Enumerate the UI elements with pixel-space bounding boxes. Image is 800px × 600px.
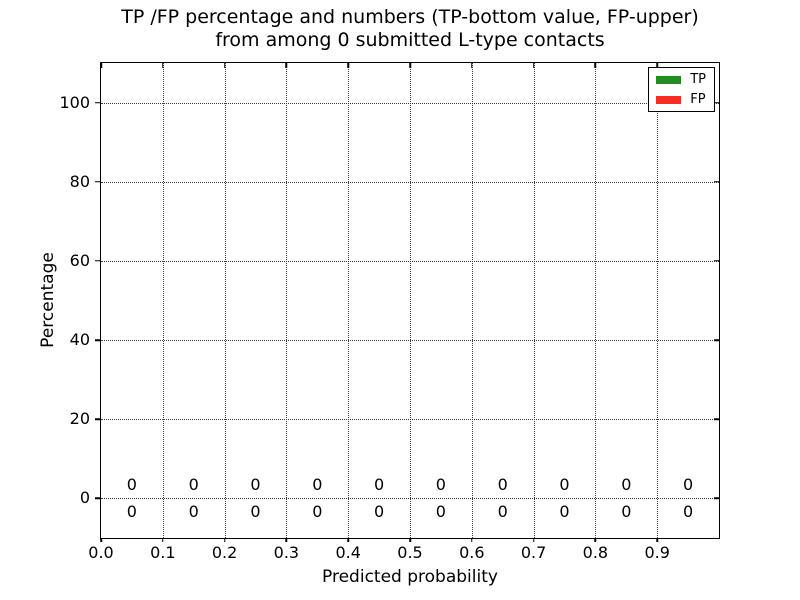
- legend-entry-tp: TP: [656, 73, 706, 86]
- y-tick-mark: [714, 260, 719, 262]
- data-label-tp: 0: [435, 502, 446, 522]
- x-tick-label: 0.7: [520, 543, 547, 562]
- legend-label-fp: FP: [690, 92, 706, 107]
- y-tick-label: 60: [69, 250, 90, 270]
- x-tick-mark: [471, 63, 473, 68]
- x-axis-label: Predicted probability: [322, 567, 498, 587]
- x-tick-mark: [347, 63, 349, 68]
- y-tick-label: 100: [59, 92, 90, 112]
- x-tick-label: 0.0: [88, 543, 114, 562]
- data-label-tp: 0: [374, 502, 385, 522]
- x-tick-mark: [532, 538, 535, 542]
- chart-title: TP /FP percentage and numbers (TP-bottom…: [100, 6, 720, 52]
- data-label-fp: 0: [250, 474, 261, 494]
- data-label-tp: 0: [126, 502, 137, 522]
- y-tick-label: 80: [69, 171, 90, 191]
- gridline-vertical: [595, 63, 597, 538]
- gridline-vertical: [657, 63, 659, 538]
- x-tick-mark: [471, 538, 473, 542]
- legend: TP FP: [648, 67, 715, 112]
- y-tick-mark: [714, 339, 719, 341]
- gridline-vertical: [162, 63, 164, 538]
- data-label-fp: 0: [497, 474, 508, 494]
- x-tick-label: 0.9: [644, 543, 670, 562]
- data-label-fp: 0: [188, 474, 199, 494]
- x-tick-mark: [532, 63, 535, 68]
- gridline-vertical: [533, 63, 535, 538]
- x-tick-mark: [594, 63, 597, 68]
- y-tick-label: 0: [79, 488, 90, 508]
- y-tick-mark: [94, 339, 100, 341]
- x-tick-label: 0.2: [211, 543, 238, 562]
- x-tick-mark: [162, 63, 164, 68]
- data-label-tp: 0: [188, 502, 199, 522]
- data-label-tp: 0: [312, 502, 323, 522]
- gridline-vertical: [471, 63, 473, 538]
- y-tick-mark: [714, 497, 719, 500]
- y-tick-mark: [94, 181, 100, 183]
- x-tick-mark: [285, 63, 288, 68]
- y-tick-mark: [714, 418, 719, 420]
- data-label-fp: 0: [621, 474, 632, 494]
- x-tick-label: 0.3: [273, 543, 300, 562]
- y-tick-label: 20: [69, 409, 90, 429]
- data-label-fp: 0: [435, 474, 446, 494]
- x-tick-label: 0.5: [397, 543, 423, 562]
- x-tick-label: 0.6: [459, 543, 485, 562]
- plot-area: 0 20 40 60 80 100 0.0 0.1 0.2 0.3 0.4 0.5 0.6 0.7 0.8 0…: [59, 62, 720, 561]
- x-tick-mark: [409, 63, 411, 68]
- x-tick-mark: [285, 538, 288, 542]
- gridline-vertical: [286, 63, 288, 538]
- y-tick-mark: [714, 181, 719, 183]
- x-tick-mark: [347, 538, 349, 542]
- x-tick-mark: [100, 538, 102, 542]
- y-tick-mark: [94, 260, 100, 262]
- data-label-fp: 0: [683, 474, 694, 494]
- data-label-tp: 0: [621, 502, 632, 522]
- x-tick-mark: [594, 538, 597, 542]
- data-label-fp: 0: [312, 474, 323, 494]
- x-tick-mark: [223, 538, 226, 542]
- y-tick-mark: [94, 418, 100, 420]
- data-label-tp: 0: [683, 502, 694, 522]
- legend-swatch-tp: [656, 75, 682, 84]
- x-tick-label: 0.8: [582, 543, 609, 562]
- gridline-vertical: [224, 63, 226, 538]
- data-label-fp: 0: [374, 474, 385, 494]
- x-tick-mark: [100, 63, 102, 68]
- y-tick-mark: [94, 497, 100, 500]
- gridline-vertical: [348, 63, 350, 538]
- x-tick-mark: [409, 538, 411, 542]
- chart-title-line2: from among 0 submitted L-type contacts: [215, 29, 605, 51]
- data-label-fp: 0: [126, 474, 137, 494]
- y-tick-mark: [714, 101, 719, 104]
- y-tick-label: 40: [69, 330, 90, 350]
- data-label-tp: 0: [497, 502, 508, 522]
- data-label-tp: 0: [559, 502, 570, 522]
- x-tick-label: 0.1: [150, 543, 176, 562]
- x-tick-label: 0.4: [335, 543, 361, 562]
- legend-label-tp: TP: [690, 72, 706, 87]
- legend-swatch-fp: [656, 95, 682, 104]
- x-tick-mark: [656, 538, 658, 542]
- x-tick-mark: [223, 63, 226, 68]
- legend-entry-fp: FP: [656, 93, 706, 106]
- data-label-fp: 0: [559, 474, 570, 494]
- x-tick-mark: [162, 538, 164, 542]
- y-tick-mark: [94, 101, 100, 104]
- x-tick-mark: [656, 63, 658, 68]
- chart-title-line1: TP /FP percentage and numbers (TP-bottom…: [121, 6, 699, 28]
- data-label-tp: 0: [250, 502, 261, 522]
- gridline-vertical: [410, 63, 411, 538]
